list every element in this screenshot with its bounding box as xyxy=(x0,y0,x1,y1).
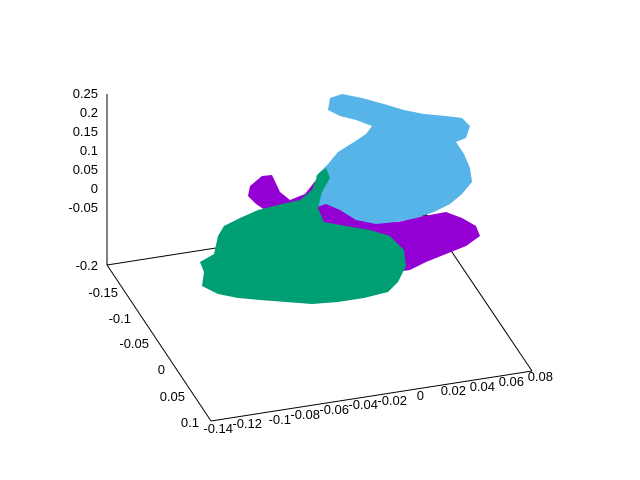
y-tick-label: -0.1 xyxy=(109,311,131,326)
x-tick-label: 0.02 xyxy=(441,383,466,398)
x-tick-label: 0 xyxy=(417,388,424,403)
z-tick-label: 0.2 xyxy=(80,105,98,120)
y-tick-label: 0.1 xyxy=(181,415,199,430)
z-tick-label: 0.25 xyxy=(73,86,98,101)
z-ticks: -0.05 0 0.05 0.1 0.15 0.2 0.25 xyxy=(68,86,98,215)
x-tick-label: -0.12 xyxy=(232,416,262,431)
x-tick-label: -0.04 xyxy=(348,397,378,412)
x-tick-label: 0.04 xyxy=(470,379,495,394)
x-tick-label: -0.02 xyxy=(377,393,407,408)
y-axis-line xyxy=(106,264,212,422)
y-tick-label: -0.2 xyxy=(76,258,98,273)
z-tick-label: -0.05 xyxy=(68,200,98,215)
y-axis: -0.2 -0.15 -0.1 -0.05 0 0.05 0.1 xyxy=(76,258,199,430)
x-axis-line xyxy=(210,370,533,422)
x-axis: -0.14 -0.12 -0.1 -0.08 -0.06 -0.04 -0.02… xyxy=(203,369,553,436)
green-point-cloud xyxy=(200,168,406,304)
z-tick-label: 0.1 xyxy=(80,143,98,158)
y-tick-label: 0 xyxy=(158,362,165,377)
z-tick-label: 0 xyxy=(91,181,98,196)
x-tick-label: -0.1 xyxy=(269,412,291,427)
x-tick-label: 0.08 xyxy=(528,369,553,384)
x-tick-label: 0.06 xyxy=(499,374,524,389)
point-clouds xyxy=(200,94,480,304)
y-tick-label: -0.15 xyxy=(88,285,118,300)
x-tick-label: -0.14 xyxy=(203,421,233,436)
y-tick-label: -0.05 xyxy=(119,336,149,351)
x-tick-label: -0.06 xyxy=(319,402,349,417)
z-tick-label: 0.15 xyxy=(73,124,98,139)
z-axis: -0.05 0 0.05 0.1 0.15 0.2 0.25 xyxy=(68,86,98,215)
x-tick-label: -0.08 xyxy=(290,407,320,422)
z-tick-label: 0.05 xyxy=(73,162,98,177)
y-tick-label: 0.05 xyxy=(160,389,185,404)
blue-point-cloud xyxy=(306,94,472,224)
